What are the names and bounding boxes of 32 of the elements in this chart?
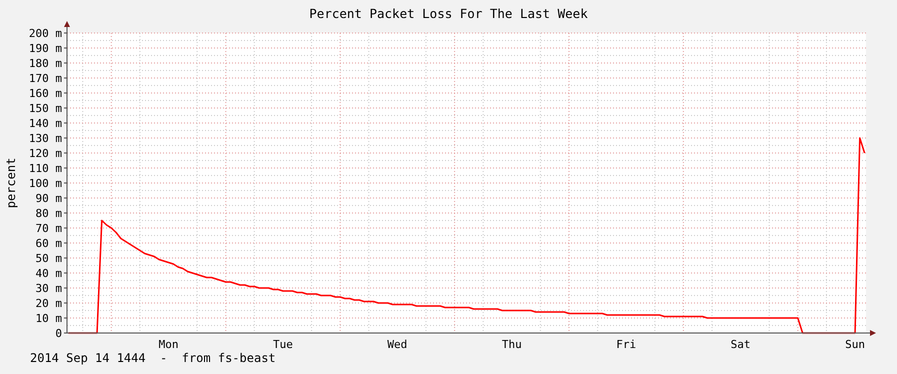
y-tick-label: 60 m [36,236,62,250]
text: 2014 Sep 14 1444 - from fs-beast [30,351,276,365]
y-tick-label: 130 m [28,132,62,145]
x-tick-label: Mon [158,338,178,351]
y-tick-label: 150 m [28,102,62,115]
y-tick-label: 180 m [28,56,62,70]
y-tick-label: 140 m [28,116,62,130]
x-tick-label: Sat [730,338,751,351]
y-tick-label: 90 m [36,192,62,205]
y-tick-label: 160 m [28,86,62,100]
x-tick-label: Thu [502,338,522,351]
x-tick-label: Sun [845,338,865,351]
y-tick-label: 0 [55,326,62,340]
line-series [68,137,866,334]
y-tick-label: 20 m [36,296,62,310]
x-tick-label: Wed [387,338,408,351]
y-tick-label: 100 m [28,176,62,190]
y-axis-title: percent [4,158,18,208]
y-tick-label: 200 m [28,26,62,40]
y-tick-label: 120 m [28,146,62,160]
y-tick-label: 170 m [28,72,62,85]
y-tick-label: 40 m [36,266,62,280]
y-tick-label: 50 m [36,252,62,265]
chart-title: Percent Packet Loss For The Last Week [309,6,588,21]
y-tick-label: 30 m [36,282,62,295]
y-tick-label: 70 m [36,222,62,235]
x-tick-label: Tue [273,338,293,351]
y-tick-label: 190 m [28,42,62,55]
y-tick-label: 80 m [36,206,62,220]
y-tick-label: 110 m [28,162,62,175]
x-tick-label: Fri [616,338,636,351]
y-tick-label: 10 m [36,312,62,325]
